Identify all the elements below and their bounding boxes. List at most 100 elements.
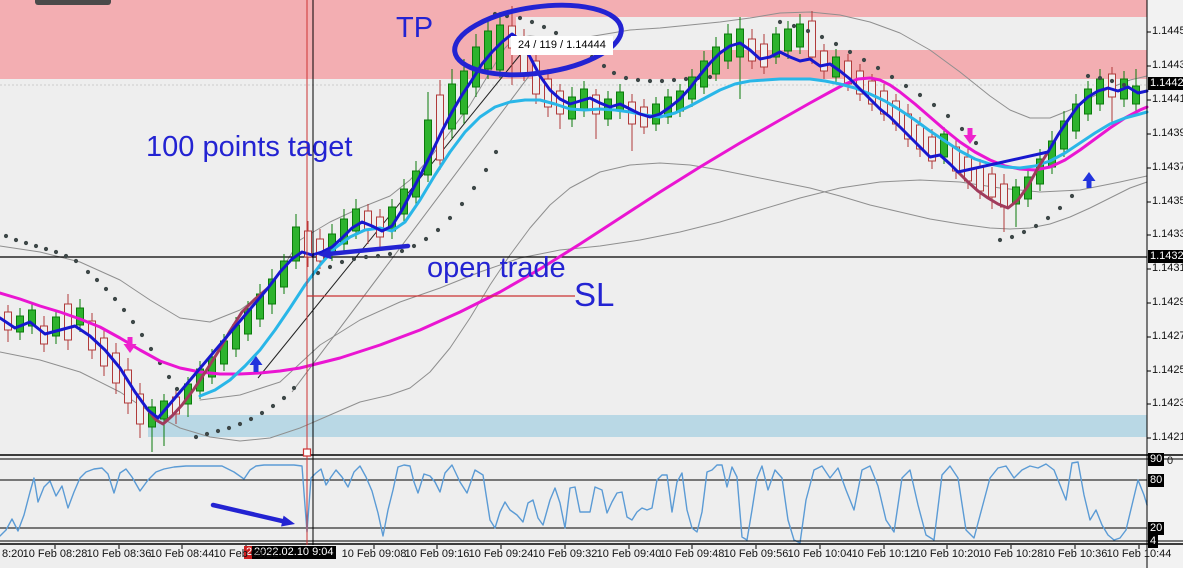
time-axis-label: 10 Feb 10:44 <box>1106 548 1172 560</box>
sar-dot <box>623 75 629 81</box>
sar-dot <box>847 49 853 55</box>
time-axis-label: 10 Feb 10:04 <box>787 548 853 560</box>
sar-dot <box>471 185 477 191</box>
sar-dot <box>833 41 839 47</box>
sar-dot <box>339 259 345 265</box>
candle-body <box>616 91 624 112</box>
sar-dot <box>917 92 923 98</box>
sar-dot <box>3 233 9 239</box>
vline-anchor-handle <box>302 448 312 457</box>
candle-body <box>268 278 276 305</box>
candle-body <box>784 28 792 52</box>
candle-body <box>808 20 816 58</box>
annotation-target[interactable]: 100 points taget <box>146 131 353 163</box>
candle-body <box>988 173 996 198</box>
zones <box>0 0 1147 437</box>
sar-dot <box>791 23 797 29</box>
sar-dot <box>1109 78 1115 84</box>
sar-dot <box>483 167 489 173</box>
candle-body <box>796 23 804 48</box>
ma-maroon-1 <box>956 150 1050 210</box>
time-axis-label: 10 Feb 08:44 <box>149 548 215 560</box>
price-axis-label: 1.1435 <box>1152 195 1183 207</box>
time-axis-label: 10 Feb 08:36 <box>86 548 152 560</box>
sar-dot <box>73 258 79 264</box>
candle-body <box>928 136 936 162</box>
sar-dot <box>435 227 441 233</box>
sar-dot <box>281 395 287 401</box>
time-axis-label: 10 Feb 09:48 <box>659 548 725 560</box>
sar-dot <box>130 319 136 325</box>
buy-arrow-icon <box>249 356 263 372</box>
open-trade-arrow-drawing-head <box>318 248 332 260</box>
sar-dot <box>148 346 154 352</box>
candle-body <box>820 50 828 72</box>
sar-dot <box>423 236 429 242</box>
sar-dot <box>861 57 867 63</box>
sar-dot <box>683 76 689 82</box>
price-axis-label: 1.1445 <box>1152 25 1183 37</box>
crosshair-tooltip: 24 / 119 / 1.14444 <box>511 36 613 55</box>
annotation-sl[interactable]: SL <box>574 276 615 313</box>
indicator-zero-label: 0 <box>1167 455 1174 467</box>
candle-body <box>52 316 60 337</box>
candle-body <box>592 94 600 115</box>
candle-body <box>424 119 432 176</box>
sar-dot <box>777 19 783 25</box>
sar-dot <box>13 237 19 243</box>
sar-dot <box>973 140 979 146</box>
sar-dot <box>291 385 297 391</box>
sar-dot <box>270 403 276 409</box>
open-trade-arrow-drawing <box>328 243 411 256</box>
sar-dot <box>805 28 811 34</box>
sar-dot <box>707 74 713 80</box>
sell-arrow-icon <box>963 128 977 144</box>
sar-dot <box>112 296 118 302</box>
sar-dot <box>387 251 393 257</box>
price-axis-label: 1.1423 <box>1152 397 1183 409</box>
candle-body <box>136 393 144 425</box>
sar-dot <box>1097 75 1103 81</box>
time-axis-label: 8:20 <box>2 548 24 560</box>
sar-dot <box>1085 73 1091 79</box>
sar-dot <box>63 253 69 259</box>
sar-dot <box>647 78 653 84</box>
ma-maroon-0 <box>146 286 270 426</box>
candle-body <box>28 309 36 327</box>
sar-dot <box>375 253 381 259</box>
annotation-open-trade[interactable]: open trade <box>427 252 566 284</box>
sar-dot <box>541 24 547 30</box>
ma-magenta <box>0 76 1149 376</box>
candle-body <box>856 70 864 95</box>
sar-dot <box>259 410 265 416</box>
candle-body <box>280 260 288 288</box>
hand-drawings[interactable] <box>210 0 626 527</box>
sar-dot <box>215 428 221 434</box>
sar-dot <box>248 416 254 422</box>
sar-dot <box>997 237 1003 243</box>
sar-dot <box>1121 82 1127 88</box>
oscillator-arrow-drawing-head <box>281 515 295 527</box>
sar-dot <box>399 248 405 254</box>
sar-dot <box>351 256 357 262</box>
open-price-badge: 1.1432 <box>1148 250 1183 263</box>
ma-blue <box>0 32 1149 420</box>
sar-dot <box>889 74 895 80</box>
candle-body <box>1108 73 1116 98</box>
candle-body <box>760 43 768 68</box>
oscillator-arrow-drawing <box>210 502 285 524</box>
sar-dot <box>315 270 321 276</box>
candle-body <box>304 230 312 258</box>
sar-dot <box>903 83 909 89</box>
candle-body <box>316 238 324 262</box>
sar-dot <box>671 77 677 83</box>
sar-dot <box>411 243 417 249</box>
resistance_pink <box>516 0 1147 17</box>
annotation-tp[interactable]: TP <box>396 12 434 44</box>
candle-body <box>976 166 984 192</box>
time-crosshair-badge: 2022.02.10 9:04 <box>252 546 336 559</box>
sar-dot <box>43 246 49 252</box>
time-axis-label: 10 Feb 09:56 <box>723 548 789 560</box>
